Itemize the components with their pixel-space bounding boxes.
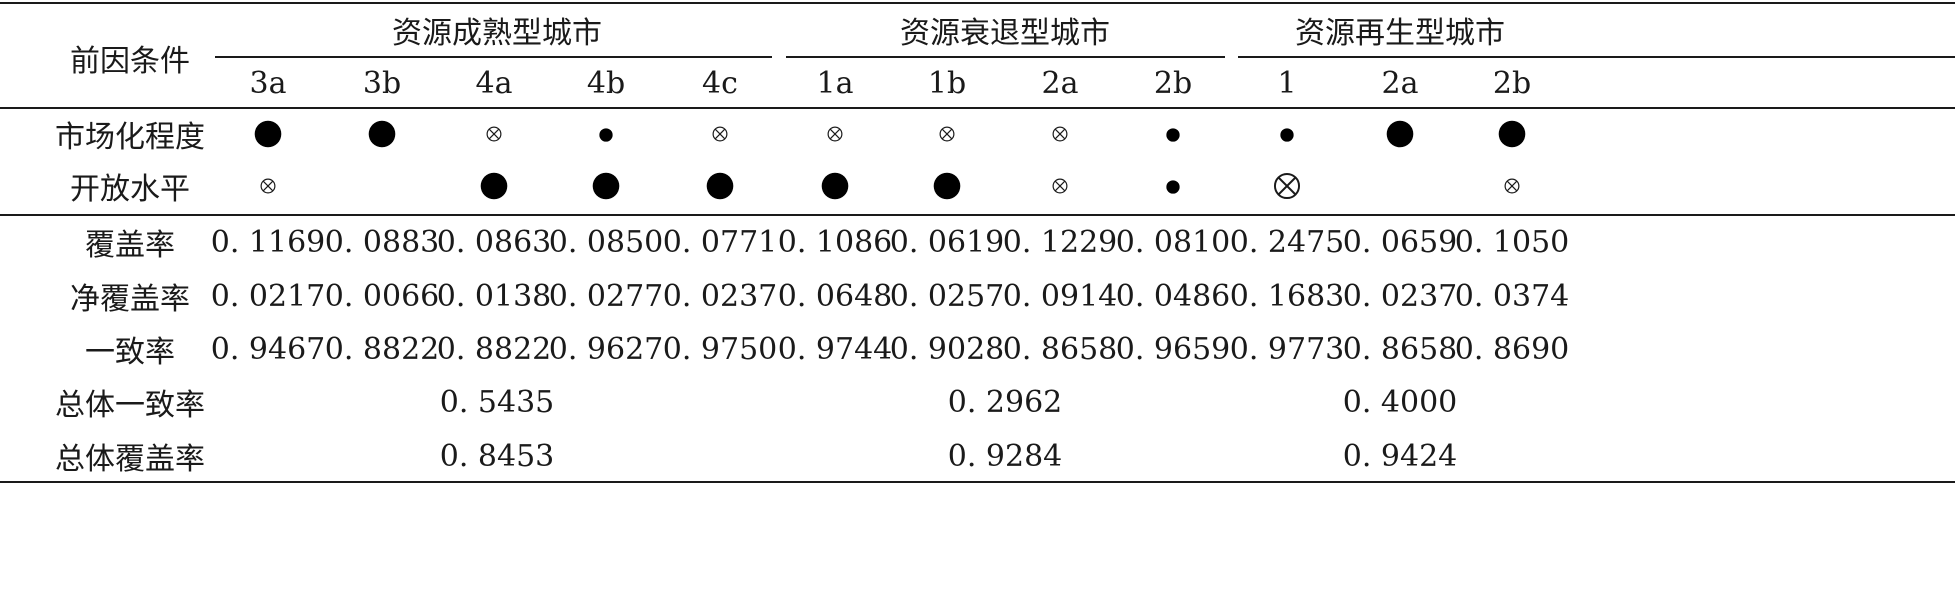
core-present-icon [821,172,849,200]
peripheral-present-icon [1166,179,1180,194]
metric-value: 0. 0138 [436,278,552,314]
metric-value: 0. 0771 [662,224,778,260]
metric-value: 0. 0374 [1454,278,1570,314]
core-absent-icon [1273,172,1301,200]
metric-value: 0. 0486 [1115,278,1231,314]
metric-value: 0. 8658 [1002,331,1118,367]
metric-value: 0. 0237 [1342,278,1458,314]
core-present-icon [254,120,282,148]
top-rule [0,2,1955,4]
metric-value: 0. 2475 [1229,224,1345,260]
metric-value: 0. 0810 [1115,224,1231,260]
metric-value: 0. 8822 [436,331,552,367]
metric-value: 0. 0659 [1342,224,1458,260]
peripheral-absent-icon [827,126,843,142]
metric-value: 0. 9627 [548,331,664,367]
metric-value: 0. 8690 [1454,331,1570,367]
metric-value: 0. 9467 [210,331,326,367]
config-label: 4b [586,65,626,101]
peripheral-present-icon [1280,127,1294,142]
metric-value: 0. 0648 [777,278,893,314]
metric-value: 0. 1050 [1454,224,1570,260]
bottom-rule [0,481,1955,483]
metric-value: 0. 9659 [1115,331,1231,367]
core-present-icon [933,172,961,200]
metric-label: 净覆盖率 [70,282,190,317]
metric-value: 0. 0863 [436,224,552,260]
condition-label: 市场化程度 [55,120,205,155]
metric-value: 0. 0914 [1002,278,1118,314]
overall-value: 0. 9284 [947,438,1063,474]
config-label: 1 [1277,65,1297,101]
metric-value: 0. 0257 [889,278,1005,314]
metric-value: 0. 0237 [662,278,778,314]
corner-label: 前因条件 [70,44,190,79]
group-heading: 资源衰退型城市 [900,16,1110,51]
peripheral-absent-icon [1504,178,1520,194]
conditions-bottom-rule [0,214,1955,216]
metric-value: 0. 9744 [777,331,893,367]
group-underline [1238,56,1955,58]
peripheral-present-icon [1166,127,1180,142]
config-label: 2b [1492,65,1532,101]
config-label: 3b [362,65,402,101]
metric-value: 0. 1229 [1002,224,1118,260]
peripheral-present-icon [599,127,613,142]
config-label: 2a [1381,65,1419,101]
metric-value: 0. 0277 [548,278,664,314]
peripheral-absent-icon [1052,126,1068,142]
metric-value: 0. 1683 [1229,278,1345,314]
config-label: 4a [475,65,513,101]
metric-value: 0. 1169 [210,224,326,260]
header-bottom-rule [0,107,1955,109]
peripheral-absent-icon [939,126,955,142]
metric-value: 0. 9028 [889,331,1005,367]
core-present-icon [368,120,396,148]
metric-value: 0. 9750 [662,331,778,367]
group-heading: 资源再生型城市 [1295,16,1505,51]
metric-value: 0. 0619 [889,224,1005,260]
metric-value: 0. 0217 [210,278,326,314]
metric-value: 0. 0066 [324,278,440,314]
metric-label: 一致率 [85,335,175,370]
metric-value: 0. 1086 [777,224,893,260]
core-present-icon [592,172,620,200]
metric-value: 0. 8822 [324,331,440,367]
condition-label: 开放水平 [70,172,190,207]
core-present-icon [1386,120,1414,148]
core-present-icon [480,172,508,200]
overall-value: 0. 5435 [439,384,555,420]
core-present-icon [1498,120,1526,148]
config-label: 1a [816,65,854,101]
metric-value: 0. 0850 [548,224,664,260]
group-underline [215,56,772,58]
metric-value: 0. 0883 [324,224,440,260]
config-label: 4c [702,65,738,101]
group-underline [786,56,1225,58]
peripheral-absent-icon [260,178,276,194]
core-present-icon [706,172,734,200]
metric-value: 0. 9773 [1229,331,1345,367]
config-label: 2b [1153,65,1193,101]
metric-value: 0. 8658 [1342,331,1458,367]
overall-value: 0. 9424 [1342,438,1458,474]
overall-value: 0. 4000 [1342,384,1458,420]
metric-label: 覆盖率 [85,228,175,263]
config-label: 3a [249,65,287,101]
peripheral-absent-icon [1052,178,1068,194]
group-heading: 资源成熟型城市 [392,16,602,51]
config-label: 1b [927,65,967,101]
overall-value: 0. 8453 [439,438,555,474]
peripheral-absent-icon [712,126,728,142]
overall-label: 总体覆盖率 [55,442,205,477]
config-label: 2a [1041,65,1079,101]
peripheral-absent-icon [486,126,502,142]
overall-label: 总体一致率 [55,388,205,423]
overall-value: 0. 2962 [947,384,1063,420]
